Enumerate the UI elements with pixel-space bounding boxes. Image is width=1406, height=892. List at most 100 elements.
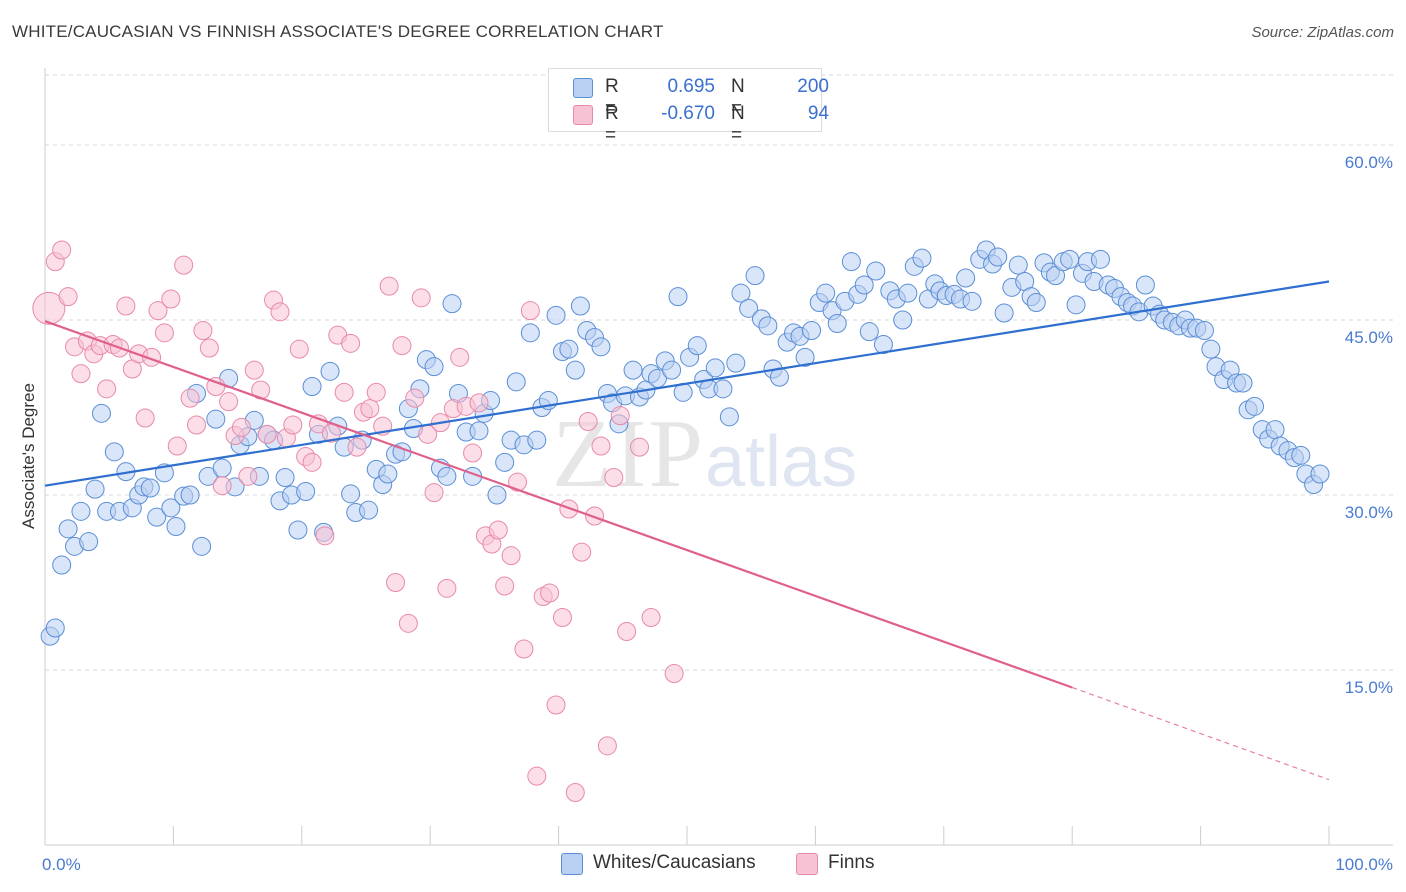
point-whites [565,360,585,380]
point-whites [956,268,976,288]
point-whites [827,314,847,333]
point-whites [962,291,982,311]
point-whites [91,403,111,423]
point-whites [1135,275,1155,295]
point-whites [140,478,160,498]
y-tick-label: 60.0% [1345,153,1393,172]
legend-swatch-finns [573,105,593,125]
point-finns [398,613,418,633]
point-whites [591,337,611,357]
point-finns [174,255,194,275]
point-whites [527,430,547,450]
legend-r-label: R = [605,103,619,146]
point-whites [546,305,566,325]
point-whites [705,358,725,378]
point-whites [161,498,181,518]
point-whites [898,283,918,303]
point-whites [198,466,218,486]
point-whites [147,507,167,527]
source-label: Source: ZipAtlas.com [1251,24,1394,41]
trend-line-finns-extension [1071,686,1330,781]
point-finns [289,339,309,359]
point-finns [508,472,528,492]
point-whites [719,407,739,427]
point-whites [1008,255,1028,275]
chart-title: WHITE/CAUCASIAN VS FINNISH ASSOCIATE'S D… [12,22,664,41]
point-whites [687,336,707,356]
point-whites [745,266,765,286]
point-whites [816,283,836,303]
point-whites [662,360,682,380]
point-finns [347,437,367,457]
trend-line-finns [44,320,1073,689]
point-whites [506,372,526,392]
point-finns [219,392,239,412]
point-finns [463,443,483,463]
point-whites [866,261,886,281]
point-whites [859,322,879,342]
point-finns [610,406,630,426]
point-finns [238,466,258,486]
legend-n-value: 94 [807,103,829,124]
point-finns [501,546,521,566]
point-whites [559,339,579,359]
point-finns [187,415,207,435]
legend-n-label: N = [731,76,745,119]
bottom-legend-label-finns: Finns [828,852,875,873]
point-whites [296,482,316,501]
point-finns [231,417,251,437]
point-finns [52,240,72,260]
point-finns [148,301,168,321]
point-whites [275,468,295,487]
point-whites [731,283,751,303]
point-finns [360,399,380,419]
series-finns-points [32,240,684,802]
point-whites [469,421,489,441]
point-whites [726,353,746,373]
point-finns [341,333,361,353]
point-finns [58,287,78,307]
point-whites [320,361,340,381]
point-finns [488,520,508,540]
point-whites [1310,464,1330,484]
bottom-legend-swatch-whites [561,853,583,875]
axes [44,68,1393,846]
point-whites [1060,249,1080,269]
point-whites [341,484,361,504]
point-finns [180,388,200,408]
series-whites-points [40,240,1330,646]
y-tick-label: 15.0% [1345,678,1393,697]
point-whites [302,377,322,396]
point-whites [45,618,65,638]
point-finns [546,695,566,715]
point-finns [315,526,335,546]
point-finns [664,664,684,683]
watermark-atlas: atlas [705,422,858,502]
point-finns [411,288,431,308]
point-finns [206,377,226,396]
legend-r-value: -0.670 [661,103,715,124]
point-finns [572,542,592,562]
point-whites [713,379,733,399]
point-whites [988,247,1008,267]
point-finns [450,347,470,367]
point-whites [378,464,398,484]
point-whites [1026,293,1046,312]
point-whites [58,519,78,539]
point-whites [623,360,643,380]
point-whites [104,442,124,462]
point-finns [392,336,412,356]
point-whites [206,409,226,429]
point-finns [366,382,386,402]
point-finns [552,608,572,627]
point-whites [1066,295,1086,315]
point-whites [854,275,874,295]
point-finns [270,302,290,322]
point-finns [629,437,649,457]
point-finns [302,452,322,472]
point-finns [437,578,457,598]
point-finns [578,412,598,431]
point-finns [244,360,264,380]
point-finns [527,766,547,786]
